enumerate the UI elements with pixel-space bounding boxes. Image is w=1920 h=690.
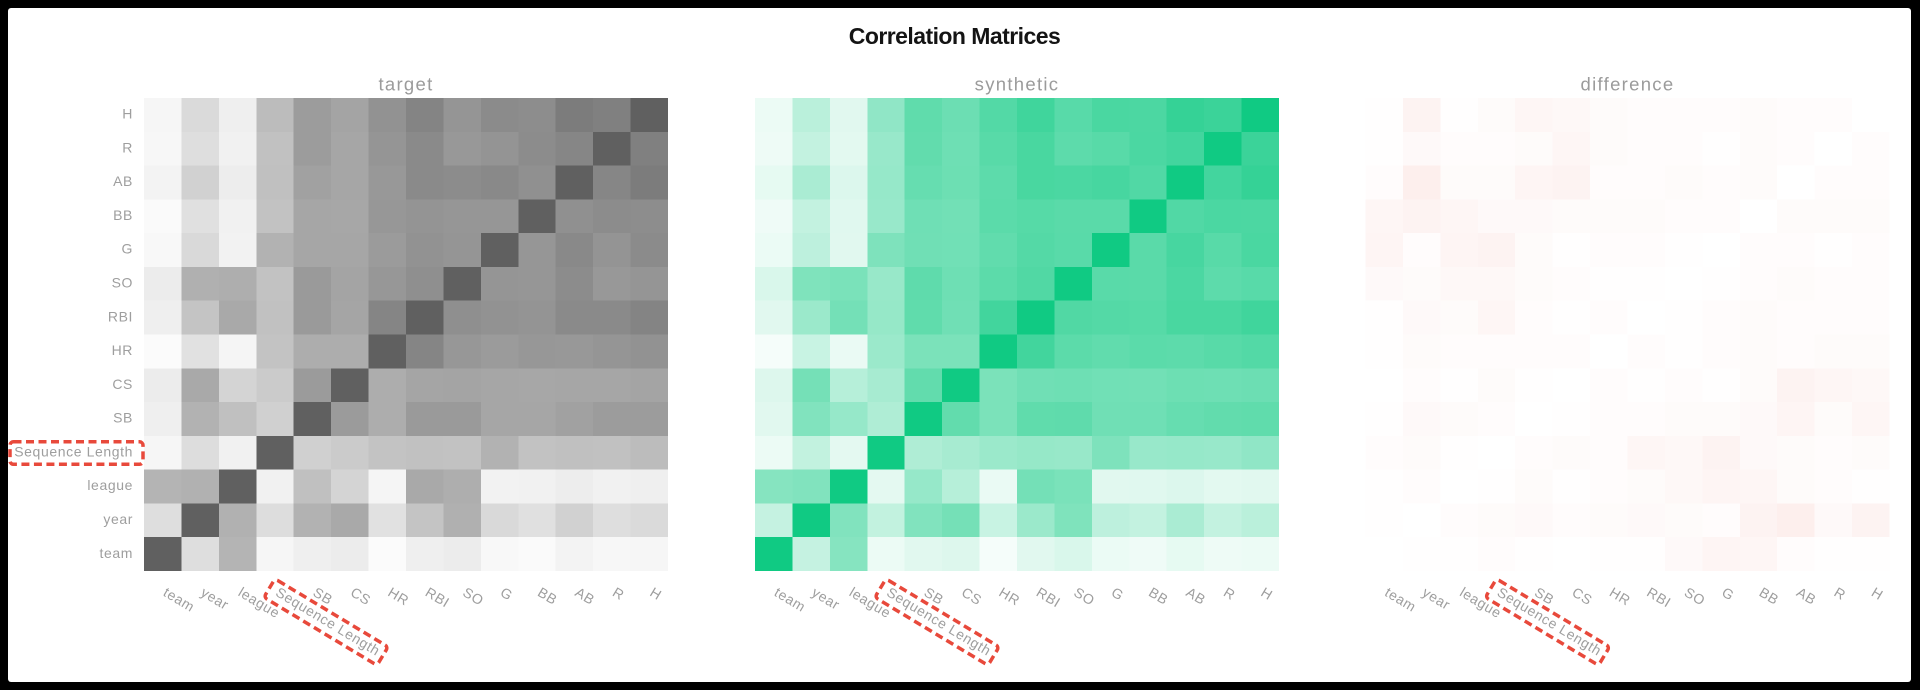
svg-text:H: H bbox=[1258, 584, 1275, 603]
svg-text:G: G bbox=[498, 584, 516, 604]
svg-text:synthetic: synthetic bbox=[975, 74, 1060, 95]
svg-text:HR: HR bbox=[385, 584, 412, 609]
svg-text:RBI: RBI bbox=[423, 584, 453, 611]
svg-text:CS: CS bbox=[112, 376, 133, 392]
svg-text:league: league bbox=[847, 584, 894, 621]
svg-text:year: year bbox=[809, 584, 843, 613]
svg-text:H: H bbox=[122, 106, 133, 122]
svg-text:difference: difference bbox=[1581, 74, 1675, 95]
svg-text:HR: HR bbox=[996, 584, 1023, 609]
svg-text:H: H bbox=[647, 584, 664, 603]
svg-text:R: R bbox=[122, 139, 133, 155]
svg-text:SO: SO bbox=[1682, 584, 1709, 609]
svg-text:SO: SO bbox=[460, 584, 487, 609]
svg-text:target: target bbox=[378, 74, 433, 95]
svg-text:R: R bbox=[1831, 584, 1848, 603]
svg-text:G: G bbox=[1109, 584, 1127, 604]
svg-text:G: G bbox=[122, 241, 134, 257]
svg-text:RBI: RBI bbox=[108, 308, 133, 324]
svg-text:team: team bbox=[772, 584, 809, 615]
svg-text:SB: SB bbox=[113, 410, 133, 426]
svg-text:team: team bbox=[1382, 584, 1419, 615]
svg-text:CS: CS bbox=[1569, 584, 1595, 608]
svg-text:AB: AB bbox=[572, 584, 597, 608]
svg-text:BB: BB bbox=[1146, 584, 1171, 608]
svg-text:year: year bbox=[103, 511, 133, 527]
svg-text:HR: HR bbox=[1607, 584, 1634, 609]
svg-text:year: year bbox=[198, 584, 232, 613]
svg-text:AB: AB bbox=[113, 173, 133, 189]
svg-text:Correlation Matrices: Correlation Matrices bbox=[849, 23, 1060, 49]
svg-text:SO: SO bbox=[1071, 584, 1098, 609]
svg-text:league: league bbox=[87, 477, 133, 493]
svg-text:CS: CS bbox=[959, 584, 985, 608]
svg-text:team: team bbox=[99, 545, 133, 561]
svg-text:Sequence Length: Sequence Length bbox=[14, 443, 133, 459]
svg-text:CS: CS bbox=[348, 584, 374, 608]
svg-text:R: R bbox=[1221, 584, 1238, 603]
svg-text:R: R bbox=[610, 584, 627, 603]
svg-text:RBI: RBI bbox=[1644, 584, 1674, 611]
svg-text:HR: HR bbox=[112, 342, 133, 358]
svg-text:year: year bbox=[1420, 584, 1454, 613]
svg-text:team: team bbox=[161, 584, 198, 615]
svg-text:league: league bbox=[236, 584, 283, 621]
svg-text:BB: BB bbox=[113, 207, 133, 223]
svg-text:H: H bbox=[1869, 584, 1886, 603]
svg-text:G: G bbox=[1719, 584, 1737, 604]
svg-text:league: league bbox=[1457, 584, 1504, 621]
svg-text:BB: BB bbox=[535, 584, 560, 608]
svg-text:SO: SO bbox=[112, 275, 133, 291]
svg-text:AB: AB bbox=[1183, 584, 1208, 608]
svg-text:AB: AB bbox=[1794, 584, 1819, 608]
svg-text:RBI: RBI bbox=[1034, 584, 1064, 611]
svg-text:BB: BB bbox=[1757, 584, 1782, 608]
